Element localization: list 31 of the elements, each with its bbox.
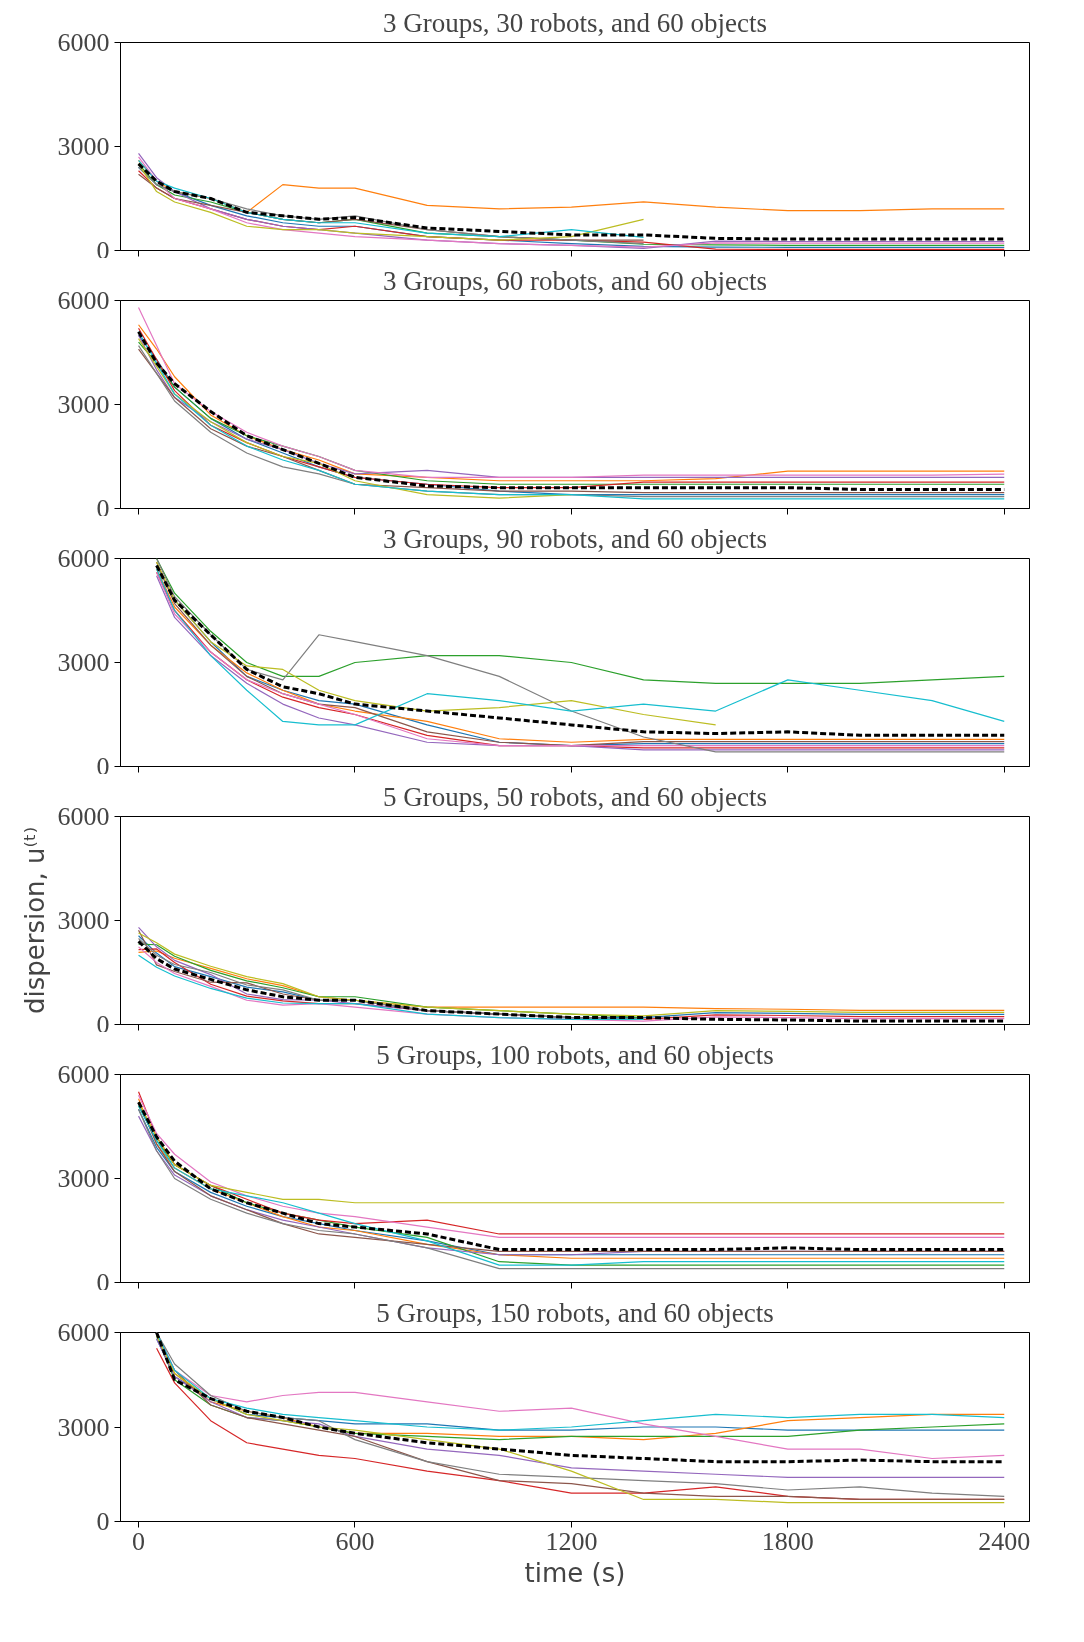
chart-title: 3 Groups, 60 robots, and 60 objects [383,265,767,296]
y-tick-label: 6000 [57,28,110,57]
chart-title: 5 Groups, 100 robots, and 60 objects [376,1039,774,1070]
chart-title: 5 Groups, 50 robots, and 60 objects [383,781,767,812]
y-tick-label: 0 [96,493,110,523]
y-tick-label: 3000 [57,132,110,161]
y-tick-label: 0 [96,751,110,781]
y-tick-label: 6000 [57,1060,110,1089]
y-tick-label: 0 [96,1009,110,1039]
y-tick-label: 3000 [57,1412,110,1442]
chart-title: 3 Groups, 90 robots, and 60 objects [383,523,767,554]
y-tick-label: 3000 [57,906,110,935]
y-axis-title: dispersion, u⁽ᵗ⁾ [19,826,50,1015]
x-axis-title: time (s) [524,1557,626,1588]
chart-title: 3 Groups, 30 robots, and 60 objects [383,7,767,38]
y-tick-label: 0 [96,235,110,265]
y-tick-label: 3000 [57,648,110,677]
x-tick-label: 1200 [545,1526,598,1556]
x-tick-label: 0 [132,1526,146,1556]
y-tick-label: 6000 [57,544,110,573]
x-tick-label: 1800 [761,1526,814,1556]
chart-title: 5 Groups, 150 robots, and 60 objects [376,1297,774,1328]
y-tick-label: 3000 [57,390,110,419]
y-tick-label: 6000 [57,1318,110,1347]
y-tick-label: 0 [96,1507,110,1536]
y-tick-label: 6000 [57,802,110,831]
x-tick-label: 600 [335,1526,375,1556]
y-tick-label: 0 [96,1267,110,1297]
x-tick-label: 2400 [978,1526,1031,1556]
y-tick-label: 6000 [57,286,110,315]
y-tick-label: 3000 [57,1164,110,1193]
